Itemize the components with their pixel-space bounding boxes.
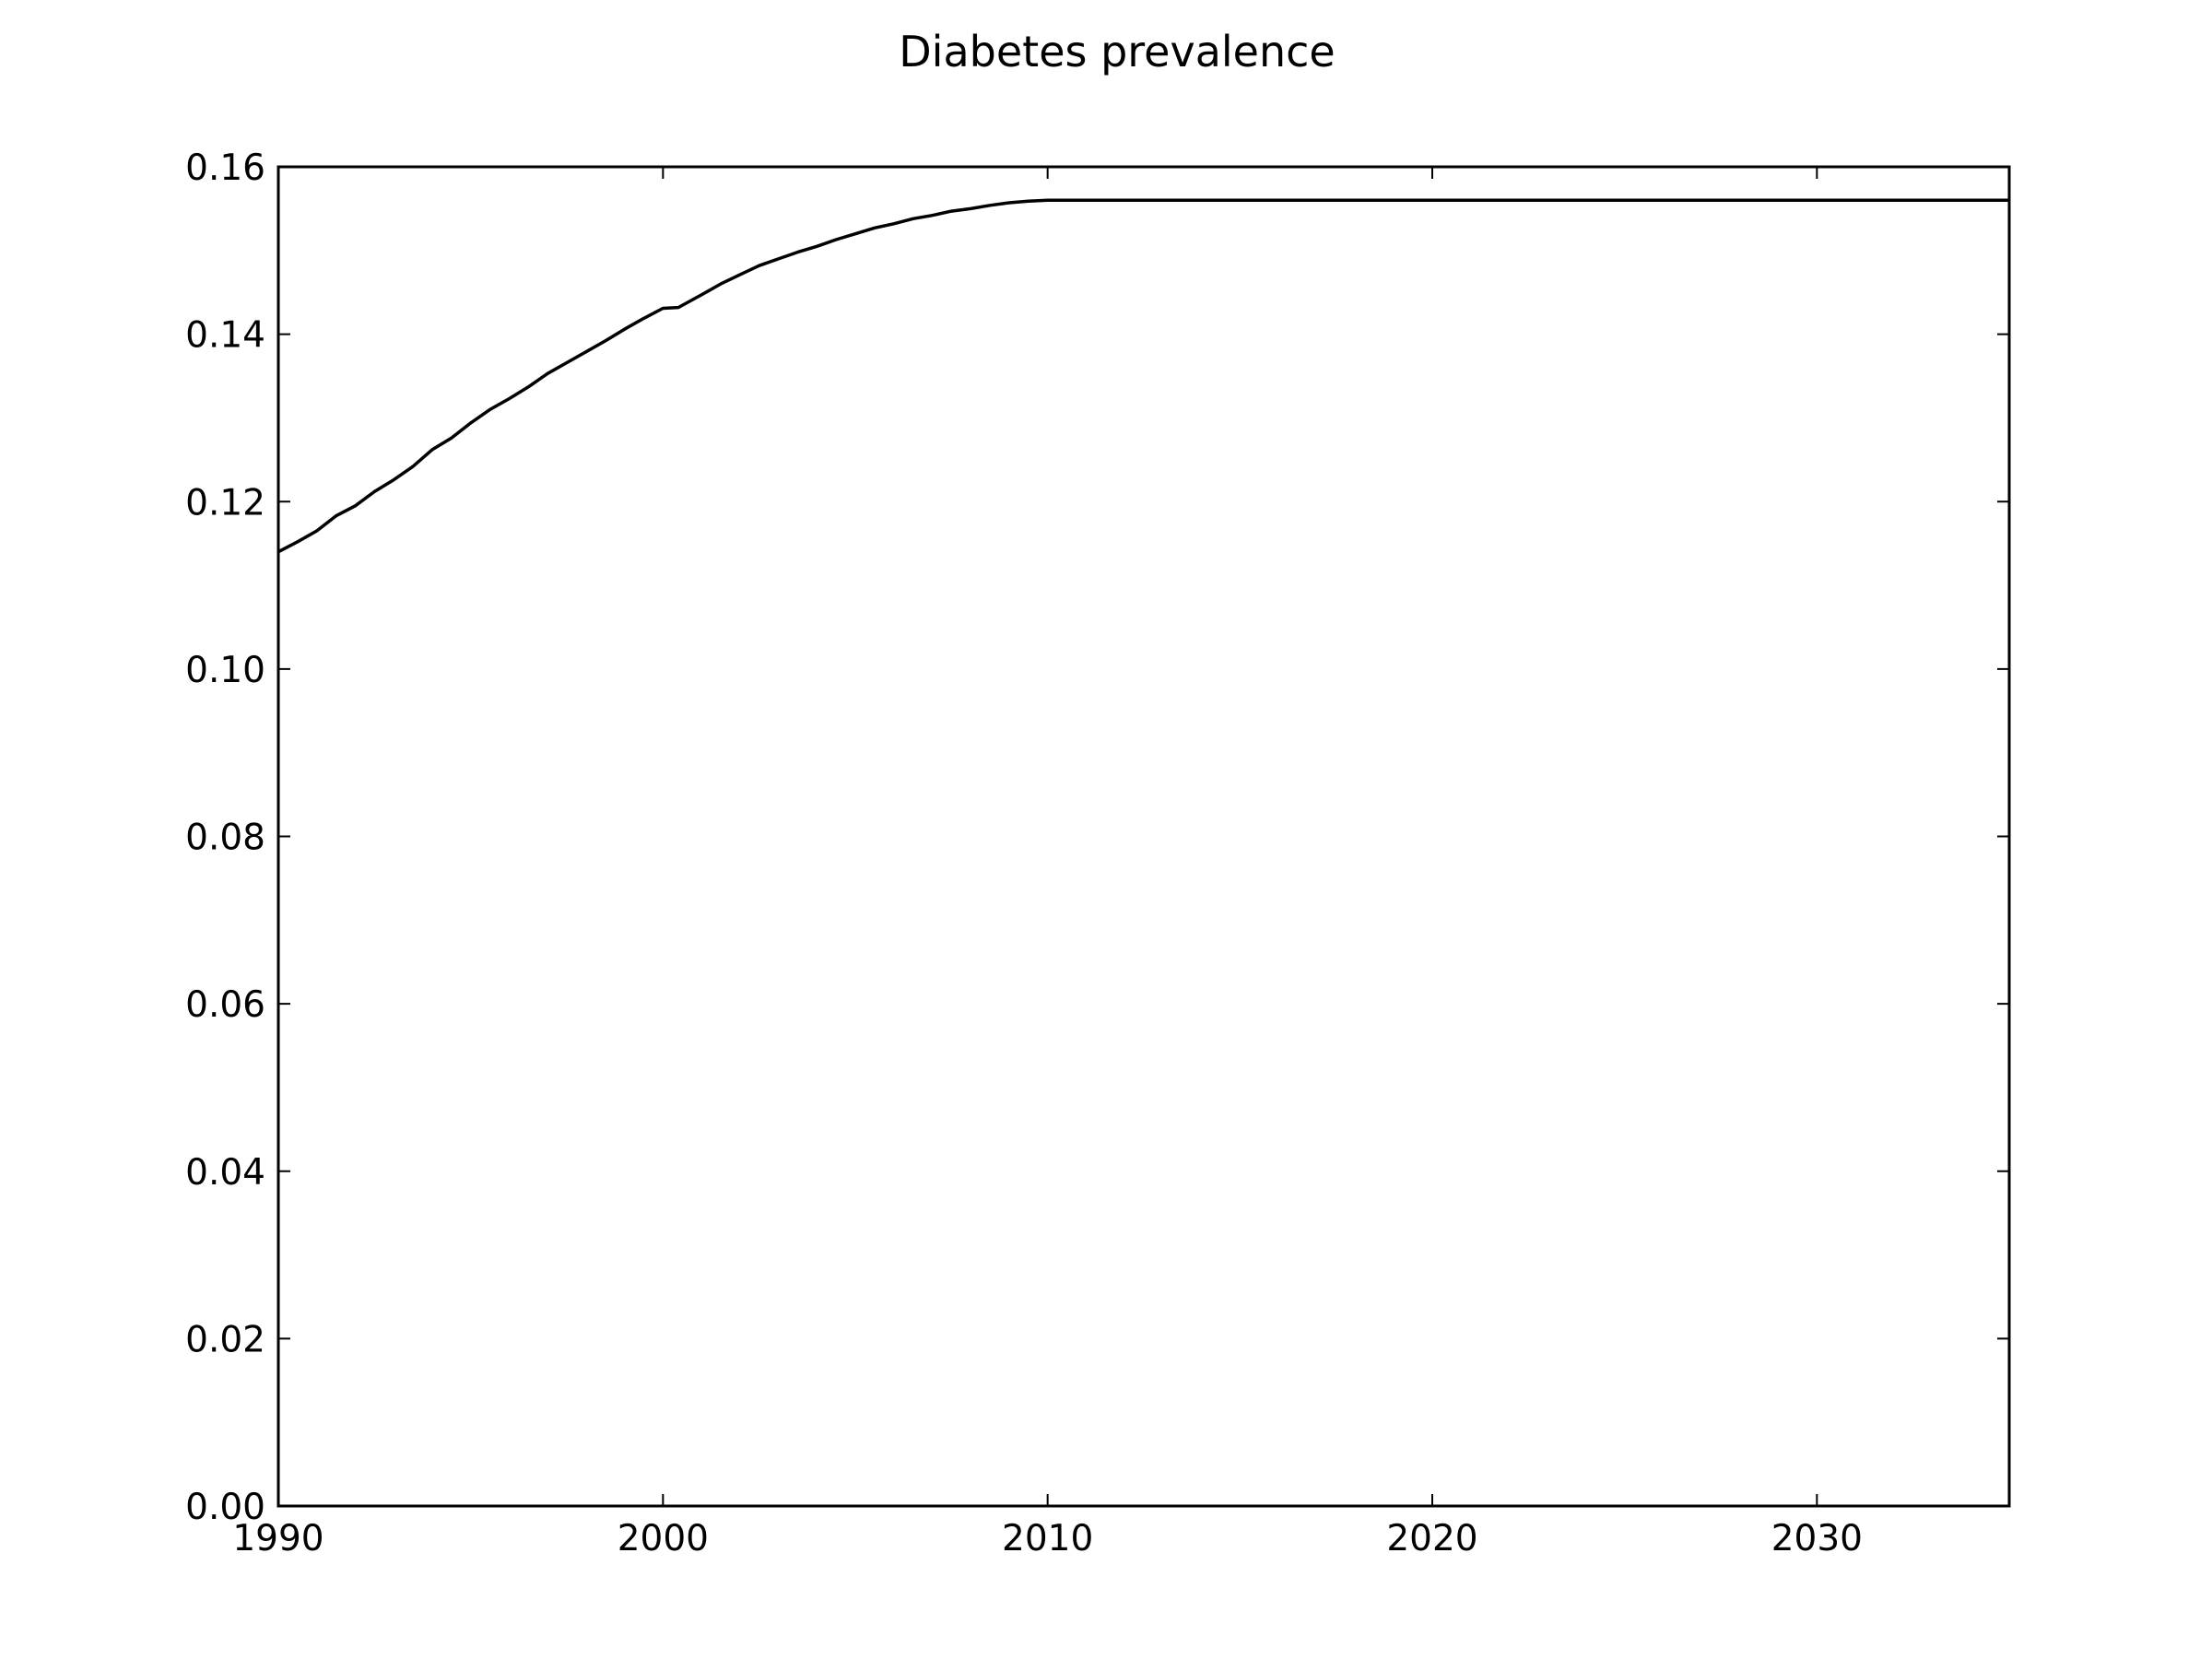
y-tick-label: 0.10	[185, 650, 265, 691]
plot-frame	[276, 165, 2011, 1508]
y-tick-label: 0.08	[185, 818, 265, 859]
series-line	[277, 198, 2009, 554]
x-tick-label: 2030	[1771, 1518, 1863, 1559]
y-tick-label: 0.16	[185, 147, 265, 189]
x-tick-label: 2020	[1386, 1518, 1477, 1559]
y-tick-label: 0.14	[185, 315, 265, 357]
y-tick-label: 0.02	[185, 1319, 265, 1360]
chart-title: Diabetes prevalence	[899, 27, 1335, 76]
y-tick-label: 0.04	[185, 1152, 265, 1194]
x-axis: 1990 2000 2010 2020 2030	[232, 167, 1863, 1559]
x-tick-label: 2000	[618, 1518, 709, 1559]
y-tick-label: 0.00	[185, 1487, 265, 1528]
series-layer	[277, 198, 2009, 554]
x-tick-label: 1990	[232, 1518, 324, 1559]
y-axis: 0.00 0.02 0.04 0.06 0.08 0.10 0.12 0.14 0.16	[185, 147, 2009, 1528]
y-tick-label: 0.06	[185, 984, 265, 1026]
x-tick-label: 2010	[1002, 1518, 1093, 1559]
y-tick-label: 0.12	[185, 482, 265, 524]
